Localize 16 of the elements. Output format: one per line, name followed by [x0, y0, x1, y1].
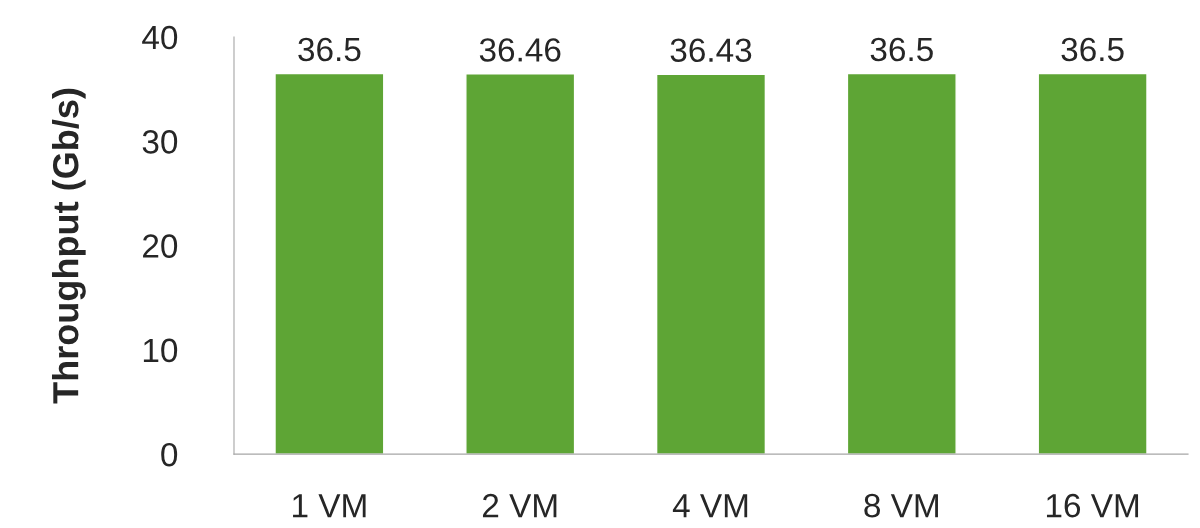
y-tick-label: 40: [142, 25, 178, 50]
y-tick-label: 30: [142, 130, 178, 154]
data-label: 36.5: [298, 37, 361, 62]
x-tick-label: 8 VM: [864, 493, 938, 518]
data-label: 36.46: [479, 38, 561, 62]
y-tick-label: 10: [143, 338, 178, 363]
y-tick-label: 20: [143, 234, 178, 258]
data-label: 36.5: [870, 37, 933, 62]
x-tick-label: 1 VM: [293, 494, 366, 518]
x-tick-label: 2 VM: [482, 493, 557, 518]
data-label: 36.43: [670, 38, 752, 63]
x-tick-label: 16 VM: [1046, 493, 1139, 518]
x-tick-label: 4 VM: [672, 494, 748, 518]
y-tick-label: 0: [161, 442, 178, 467]
y-axis-title: Throughput (Gb/s): [52, 88, 86, 404]
data-label: 36.5: [1061, 37, 1124, 62]
